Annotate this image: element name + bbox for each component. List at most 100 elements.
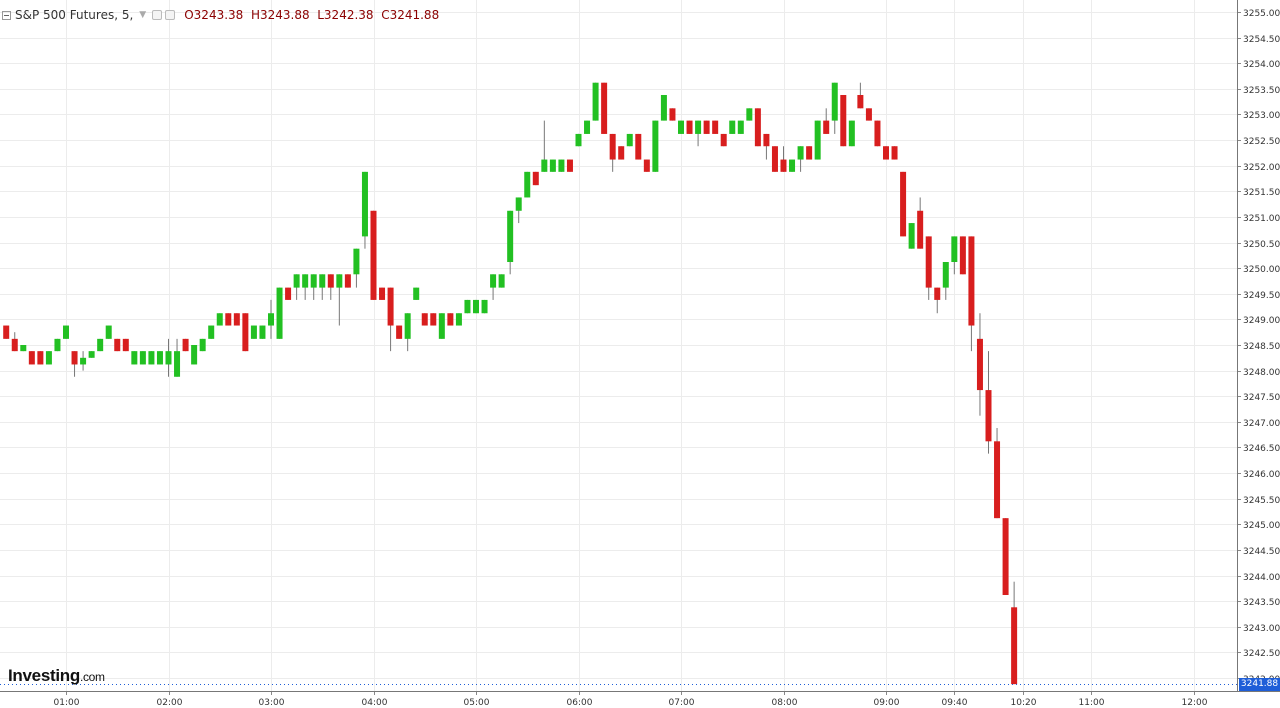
candle-body: [404, 313, 411, 339]
chart-legend: S&P 500 Futures, 5, ▼ O3243.38 H3243.88 …: [2, 6, 439, 24]
candle-body: [942, 262, 949, 288]
candle: [771, 146, 778, 172]
candle: [754, 108, 761, 147]
candle-body: [771, 146, 778, 172]
candle-body: [310, 274, 317, 288]
candle: [216, 313, 223, 326]
candle-body: [703, 120, 710, 134]
candle-body: [797, 146, 804, 160]
candle-body: [959, 236, 966, 275]
y-tick-label: 3244.00: [1243, 573, 1280, 583]
settings-icon[interactable]: [152, 10, 163, 20]
candle: [148, 351, 155, 365]
candle: [985, 351, 992, 454]
candle-body: [549, 159, 556, 172]
candle-body: [883, 146, 889, 160]
candle-body: [532, 171, 539, 186]
candle-body: [413, 287, 420, 300]
candle-body: [609, 133, 616, 160]
candle-body: [421, 313, 428, 326]
candle: [652, 120, 659, 172]
candle-body: [45, 351, 52, 365]
candle-body: [618, 146, 625, 160]
candle-body: [823, 120, 830, 134]
candle: [883, 146, 889, 160]
candle: [11, 332, 18, 352]
investing-logo: Investing.com: [8, 666, 105, 685]
candle: [37, 351, 44, 365]
high-value: 3243.88: [259, 8, 310, 22]
candle-body: [541, 159, 548, 172]
candle: [959, 236, 966, 275]
candle: [831, 82, 838, 134]
candle: [455, 313, 462, 326]
x-tick-label: 07:00: [669, 698, 695, 708]
candle: [609, 133, 616, 172]
candle: [396, 325, 403, 339]
candle-body: [361, 171, 368, 237]
candle-body: [934, 287, 941, 300]
chevron-down-icon[interactable]: ▼: [139, 10, 147, 20]
candle-body: [951, 236, 958, 263]
candle-body: [302, 274, 309, 288]
y-tick-label: 3250.50: [1243, 240, 1280, 250]
x-tick-label: 02:00: [157, 698, 183, 708]
candle-body: [3, 325, 10, 339]
y-tick-label: 3252.00: [1243, 163, 1280, 173]
candle: [344, 274, 351, 288]
candle-body: [139, 351, 146, 365]
candle-body: [584, 120, 591, 134]
candle-body: [28, 351, 35, 365]
candle-body: [473, 299, 479, 314]
candle: [695, 120, 702, 147]
candle: [379, 287, 386, 300]
candle-body: [293, 274, 300, 288]
symbol-label: S&P 500 Futures, 5,: [15, 8, 134, 22]
close-icon[interactable]: [165, 10, 176, 20]
candle-body: [592, 82, 599, 121]
candle-body: [233, 313, 240, 326]
candle: [63, 325, 69, 339]
candle-body: [88, 351, 95, 358]
candle-body: [199, 338, 206, 352]
candle-body: [276, 287, 283, 339]
candle: [763, 133, 770, 160]
candle-body: [396, 325, 403, 339]
candle-body: [105, 325, 112, 339]
candle-body: [857, 94, 864, 109]
candle: [122, 338, 129, 352]
candle-body: [20, 345, 27, 352]
candle-body: [71, 351, 78, 365]
candle: [97, 338, 104, 352]
y-tick-label: 3243.50: [1243, 598, 1280, 608]
low-value: 3242.38: [323, 8, 374, 22]
candle: [174, 338, 181, 377]
candle: [481, 299, 488, 314]
x-tick-label: 12:00: [1182, 698, 1208, 708]
collapse-icon[interactable]: [2, 10, 11, 20]
candle: [643, 159, 650, 172]
candle: [669, 108, 676, 121]
candle-body: [250, 325, 257, 339]
candle: [678, 120, 684, 134]
candle-body: [669, 108, 676, 121]
candle: [566, 159, 573, 172]
candle: [285, 287, 292, 300]
candle: [874, 120, 881, 147]
x-tick-label: 05:00: [464, 698, 490, 708]
candle: [823, 108, 830, 134]
candle: [45, 351, 52, 365]
candle: [797, 146, 804, 172]
candle: [507, 210, 514, 275]
x-tick-label: 08:00: [772, 698, 798, 708]
candle: [737, 120, 744, 134]
candle: [319, 274, 326, 300]
candle-body: [438, 313, 445, 339]
candle-body: [387, 287, 394, 326]
candle-body: [695, 120, 702, 134]
candle-body: [447, 313, 454, 326]
y-tick-label: 3245.50: [1243, 496, 1280, 506]
candle-body: [336, 274, 343, 288]
